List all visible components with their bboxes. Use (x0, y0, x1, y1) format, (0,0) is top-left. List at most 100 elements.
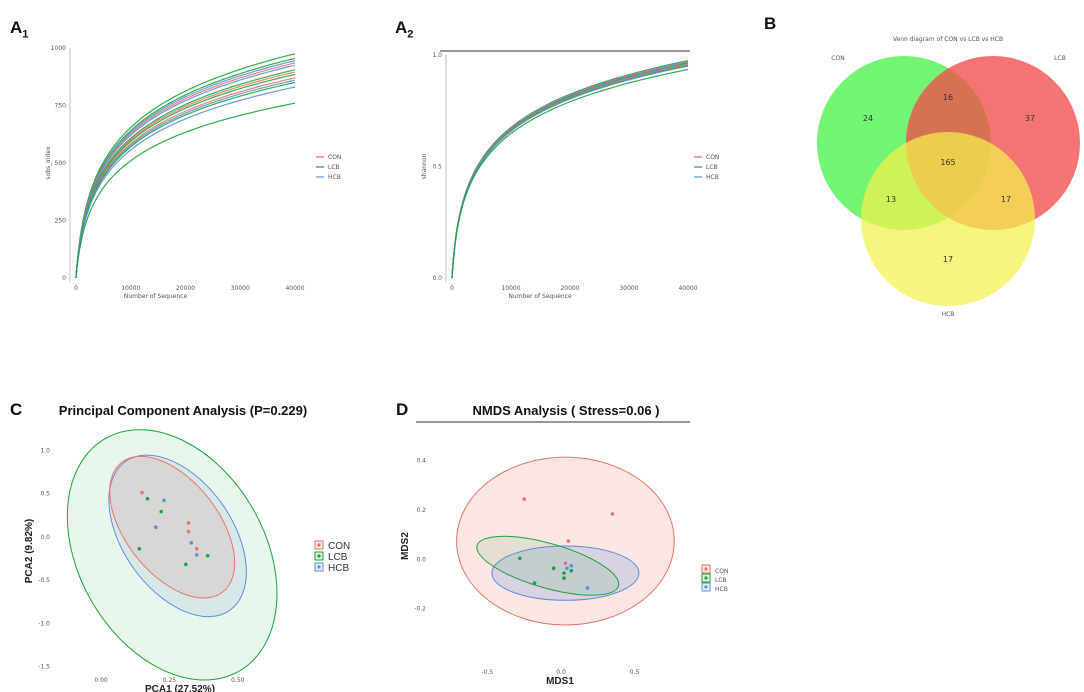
A1-xlabel: Number of Sequence (124, 293, 188, 300)
C-ylabel: PCA2 (9.82%) (24, 519, 35, 583)
C-ytick: -1.0 (38, 620, 50, 627)
A2-xtick: 20000 (560, 285, 579, 292)
venn-set-label-hcb: HCB (942, 311, 955, 318)
C-point-lcb (184, 562, 188, 567)
venn-count-con-lcb: 16 (943, 93, 953, 102)
D-ytick: 0.0 (416, 556, 426, 563)
C-point-con (186, 529, 191, 534)
A2-legend-label-hcb: HCB (706, 174, 719, 181)
venn-count-con: 24 (863, 114, 873, 123)
D-point-con (563, 561, 568, 566)
D-point-lcb (518, 556, 522, 561)
A2-curve-lcb (451, 60, 689, 279)
A1-curve-con (75, 71, 296, 279)
A2-ylabel: shannon (421, 153, 428, 179)
A1-ylabel: sobs_index (45, 146, 52, 180)
A2-xtick: 10000 (501, 285, 520, 292)
C-ytick: -0.5 (38, 577, 50, 584)
D-legend-label-hcb: HCB (715, 586, 728, 593)
A2-xlabel: Number of Sequence (508, 293, 572, 300)
D-ellipse-lcb (476, 535, 620, 596)
C-point-hcb (194, 553, 199, 557)
D-point-hcb (569, 563, 574, 568)
C-ytick: 0.0 (40, 534, 50, 541)
A1-xtick: 10000 (121, 285, 140, 292)
A2-ytick: 0.5 (432, 164, 442, 171)
C-legend-label-con: CON (328, 541, 350, 552)
venn-set-label-lcb: LCB (1054, 55, 1066, 62)
A1-curve-hcb (75, 86, 296, 279)
D-point-con (610, 512, 615, 516)
A1-ytick: 500 (55, 160, 67, 167)
A2-legend-label-con: CON (706, 154, 719, 161)
A2-ytick: 0.0 (432, 275, 442, 282)
D-legend-label-lcb: LCB (715, 577, 727, 584)
A2-xtick: 30000 (619, 285, 638, 292)
A1-ytick: 1000 (51, 45, 66, 52)
D-point-lcb (562, 576, 566, 580)
C-ytick: 0.5 (40, 491, 50, 498)
D-legend-dot-con (704, 567, 708, 571)
D-xlabel: MDS1 (546, 676, 574, 687)
C-point-lcb (145, 496, 150, 501)
venn-count-lcb-hcb: 17 (1001, 195, 1011, 204)
D-ylabel: MDS2 (400, 532, 411, 560)
venn-title: Venn diagram of CON vs LCB vs HCB (893, 36, 1003, 43)
A1-xtick: 20000 (176, 285, 195, 292)
A2-legend-label-lcb: LCB (706, 164, 718, 171)
D-legend-dot-hcb (704, 585, 708, 589)
panel-letter-c: C (10, 400, 23, 419)
D-xtick: 0.0 (556, 669, 566, 676)
D-xtick: -0.5 (482, 669, 494, 676)
C-xtick: 0.00 (94, 677, 108, 684)
venn-count-lcb: 37 (1025, 114, 1035, 123)
C-legend-label-hcb: HCB (328, 563, 349, 574)
A2-xtick: 0 (450, 285, 454, 292)
C-xtick: 0.25 (163, 677, 177, 684)
A1-ytick: 250 (55, 218, 67, 225)
D-ytick: 0.4 (416, 458, 426, 465)
C-ytick: -1.5 (38, 664, 50, 671)
A1-xtick: 30000 (231, 285, 250, 292)
venn-count-all: 165 (940, 158, 955, 167)
D-point-con (566, 539, 571, 543)
C-legend-dot-con (317, 543, 321, 547)
A2-xtick: 40000 (678, 285, 697, 292)
A1-xtick: 0 (74, 285, 78, 292)
A1-ytick: 0 (62, 275, 66, 282)
A2-curve-lcb (451, 68, 689, 279)
C-ellipse-hcb (108, 454, 247, 618)
D-point-lcb (532, 581, 537, 585)
C-legend-dot-lcb (317, 554, 321, 558)
A1-legend-label-hcb: HCB (328, 174, 341, 181)
C-point-con (194, 547, 199, 551)
C-legend-dot-hcb (317, 565, 321, 569)
panel-letter-d: D (396, 400, 409, 419)
C-ytick: 1.0 (40, 447, 50, 454)
panel-letter-a2: A2 (395, 18, 414, 41)
C-point-hcb (153, 525, 158, 529)
A1-legend-label-lcb: LCB (328, 164, 340, 171)
D-xtick: 0.5 (630, 669, 640, 676)
D-legend-dot-lcb (704, 576, 708, 580)
A1-ytick: 750 (55, 103, 67, 110)
A1-xtick: 40000 (285, 285, 304, 292)
C-point-hcb (162, 498, 166, 503)
C-legend-label-lcb: LCB (328, 552, 348, 563)
C-point-lcb (205, 553, 210, 558)
venn-count-hcb: 17 (943, 255, 953, 264)
C-xlabel: PCA1 (27.52%) (145, 684, 215, 692)
D-point-con (522, 497, 527, 501)
C-xtick: 0.50 (231, 677, 245, 684)
A1-curve-lcb (75, 102, 296, 279)
D-point-lcb (551, 566, 556, 571)
D-ellipse-con (456, 456, 675, 626)
C-ellipse-lcb (66, 429, 278, 681)
C-point-lcb (159, 509, 164, 514)
D-point-lcb (562, 571, 566, 575)
D-point-hcb (585, 586, 590, 590)
A2-ytick: 1.0 (432, 52, 442, 59)
C-point-hcb (189, 540, 194, 545)
C-point-con (186, 521, 191, 525)
